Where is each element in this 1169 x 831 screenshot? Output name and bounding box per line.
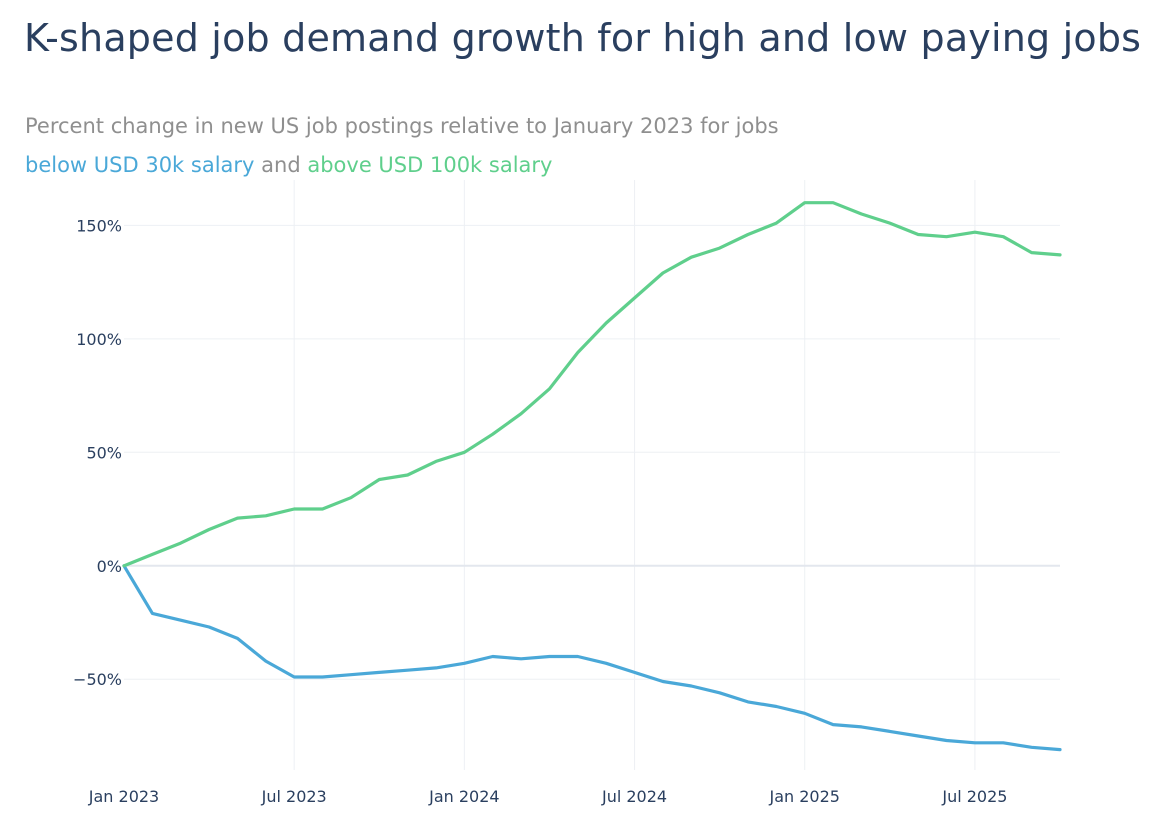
chart-title: K-shaped job demand growth for high and … — [24, 16, 1142, 60]
x-tick-label: Jan 2024 — [428, 787, 499, 806]
y-tick-label: 50% — [86, 443, 122, 462]
legend-high-salary: above USD 100k salary — [307, 153, 553, 177]
x-tick-label: Jan 2025 — [768, 787, 839, 806]
y-tick-label: −50% — [73, 670, 122, 689]
x-tick-label: Jan 2023 — [88, 787, 159, 806]
tick-labels: 150% 100% 50% 0% −50% Jan 2023 Jul 2023 Jan 202… — [73, 216, 1007, 806]
chart-subtitle: Percent change in new US job postings re… — [25, 114, 779, 138]
chart-subtitle-legend: below USD 30k salary and above USD 100k … — [25, 153, 552, 177]
y-tick-label: 100% — [76, 330, 122, 349]
x-tick-label: Jul 2023 — [261, 787, 327, 806]
x-tick-label: Jul 2025 — [941, 787, 1007, 806]
series-line-low-salary — [122, 564, 1062, 752]
y-tick-label: 0% — [97, 557, 122, 576]
x-tick-label: Jul 2024 — [601, 787, 667, 806]
legend-joiner: and — [261, 153, 301, 177]
series-lines — [122, 201, 1062, 752]
y-tick-label: 150% — [76, 216, 122, 235]
grid-lines — [124, 180, 1060, 770]
series-line-high-salary — [122, 201, 1062, 568]
legend-low-salary: below USD 30k salary — [25, 153, 255, 177]
